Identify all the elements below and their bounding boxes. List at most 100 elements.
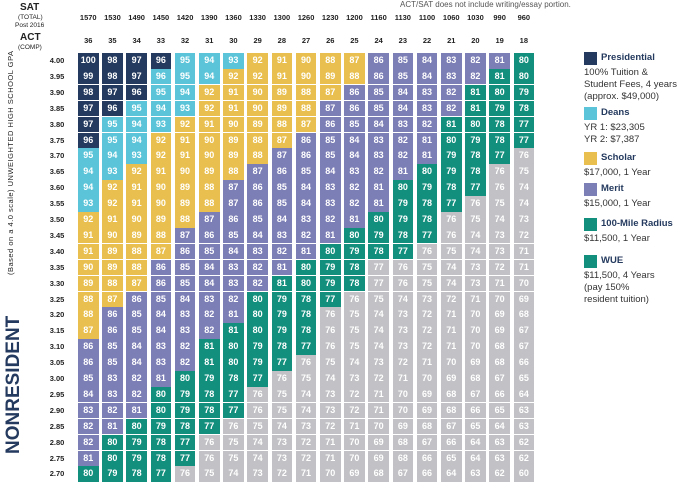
grid-cell: 79 xyxy=(441,148,462,164)
act-score-label: 33 xyxy=(156,36,166,45)
grid-cell: 72 xyxy=(344,386,365,403)
grid-cell: 78 xyxy=(465,164,486,180)
gpa-label: 3.05 xyxy=(49,358,65,368)
grid-cell: 87 xyxy=(223,196,244,212)
legend-swatch xyxy=(584,152,597,165)
grid-cell: 80 xyxy=(416,164,438,180)
grid-cell: 69 xyxy=(441,371,462,387)
grid-cell: 81 xyxy=(368,180,389,196)
grid-cell: 67 xyxy=(416,434,438,451)
grid-cell: 89 xyxy=(199,164,220,180)
grid-cell: 79 xyxy=(271,307,293,323)
grid-cell: 80 xyxy=(513,53,535,69)
grid-cell: 62 xyxy=(513,434,535,451)
grid-cell: 73 xyxy=(320,402,341,419)
grid-cell: 69 xyxy=(489,323,510,339)
grid-cell: 75 xyxy=(465,212,486,228)
grid-cell: 77 xyxy=(223,386,244,403)
legend-desc: YR 2: $7,387 xyxy=(584,134,640,145)
grid-cell: 82 xyxy=(368,164,389,180)
grid-cell: 80 xyxy=(513,68,535,85)
grid-cell: 72 xyxy=(416,339,438,355)
grid-cell: 73 xyxy=(368,355,389,371)
grid-cell: 71 xyxy=(295,466,317,482)
grid-cell: 78 xyxy=(368,243,389,260)
grid-cell: 68 xyxy=(392,434,414,451)
grid-cell: 79 xyxy=(102,466,123,482)
grid-cell: 74 xyxy=(441,259,462,276)
grid-cell: 64 xyxy=(513,386,535,403)
grid-cell: 63 xyxy=(513,418,535,435)
gpa-label: 2.80 xyxy=(49,437,65,447)
grid-cell: 94 xyxy=(78,164,99,180)
grid-cell: 80 xyxy=(247,307,268,323)
legend-title: Deans xyxy=(601,107,630,118)
grid-cell: 74 xyxy=(295,386,317,403)
grid-cell: 76 xyxy=(247,386,268,403)
gpa-axis-label: (Based on a 4.0 scale) UNWEIGHTED HIGH S… xyxy=(6,50,15,275)
grid-cell: 73 xyxy=(271,434,293,451)
gpa-label: 3.40 xyxy=(49,246,65,256)
grid-cell: 89 xyxy=(150,212,172,228)
grid-cell: 86 xyxy=(174,243,196,260)
grid-cell: 82 xyxy=(465,53,486,69)
grid-cell: 75 xyxy=(295,371,317,387)
sat-score-label: 1530 xyxy=(104,13,121,22)
grid-cell: 80 xyxy=(344,227,365,244)
grid-cell: 78 xyxy=(295,307,317,323)
grid-cell: 83 xyxy=(416,100,438,117)
sat-score-label: 1160 xyxy=(370,13,387,22)
grid-cell: 87 xyxy=(271,148,293,164)
grid-cell: 71 xyxy=(441,323,462,339)
grid-cell: 75 xyxy=(368,291,389,307)
grid-cell: 79 xyxy=(247,339,268,355)
grid-cell: 86 xyxy=(295,148,317,164)
grid-cell: 77 xyxy=(247,371,268,387)
grid-cell: 64 xyxy=(489,418,510,435)
act-score-label: 27 xyxy=(301,36,311,45)
grid-cell: 90 xyxy=(199,148,220,164)
sat-sub-post: Post 2016 xyxy=(15,22,45,29)
sat-score-label: 1570 xyxy=(79,13,97,22)
grid-cell: 72 xyxy=(320,418,341,435)
grid-cell: 64 xyxy=(465,434,486,451)
grid-cell: 82 xyxy=(199,307,220,323)
grid-cell: 94 xyxy=(126,132,147,148)
grid-cell: 79 xyxy=(199,371,220,387)
legend-desc: Student Fees, 4 years xyxy=(584,79,677,90)
grid-cell: 86 xyxy=(320,116,341,133)
grid-cell: 88 xyxy=(344,68,365,85)
sat-score-label: 1360 xyxy=(225,13,242,22)
grid-cell: 78 xyxy=(126,466,147,482)
grid-cell: 74 xyxy=(247,450,268,466)
grid-cell: 85 xyxy=(78,371,99,387)
grid-cell: 65 xyxy=(513,371,535,387)
grid-cell: 85 xyxy=(271,196,293,212)
grid-cell: 80 xyxy=(102,434,123,451)
grid-cell: 68 xyxy=(441,402,462,419)
grid-cell: 77 xyxy=(174,434,196,451)
grid-cell: 95 xyxy=(174,53,196,69)
act-score-label: 24 xyxy=(374,36,383,45)
grid-cell: 85 xyxy=(199,243,220,260)
grid-cell: 91 xyxy=(102,212,123,228)
grid-cell: 91 xyxy=(223,100,244,117)
grid-cell: 81 xyxy=(295,243,317,260)
grid-cell: 86 xyxy=(126,291,147,307)
grid-cell: 84 xyxy=(416,53,438,69)
legend-desc: YR 1: $23,305 xyxy=(584,122,645,133)
grid-cell: 66 xyxy=(513,355,535,371)
legend-desc: 100% Tuition & xyxy=(584,67,648,78)
grid-cell: 86 xyxy=(78,355,99,371)
grid-cell: 78 xyxy=(489,132,510,148)
grid-cell: 83 xyxy=(174,323,196,339)
grid-cell: 78 xyxy=(295,323,317,339)
grid-cell: 87 xyxy=(102,291,123,307)
gpa-label: 4.00 xyxy=(49,56,65,65)
grid-cell: 85 xyxy=(320,132,341,148)
grid-cell: 92 xyxy=(150,132,172,148)
grid-cell: 76 xyxy=(489,164,510,180)
grid-cell: 89 xyxy=(320,68,341,85)
grid-cell: 75 xyxy=(344,339,365,355)
grid-cell: 66 xyxy=(441,434,462,451)
